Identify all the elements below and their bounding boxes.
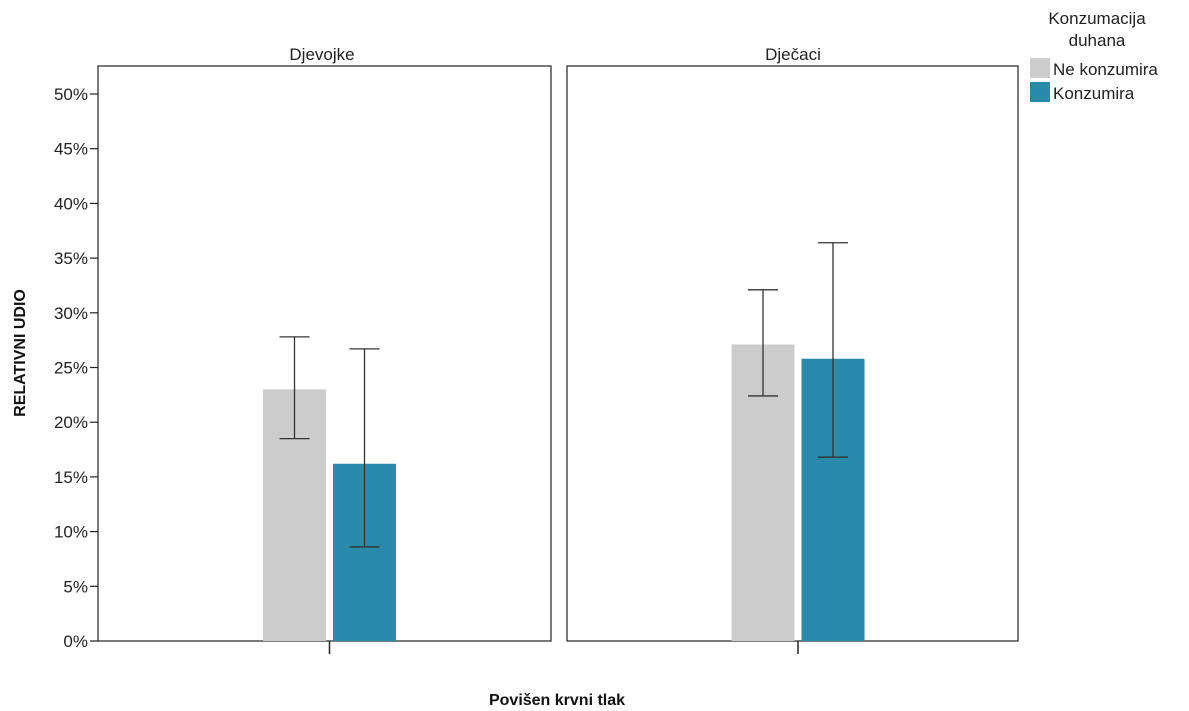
y-tick-label: 5% (63, 577, 88, 596)
legend-title-line1: Konzumacija (1048, 9, 1146, 28)
y-tick-label: 40% (54, 194, 88, 213)
y-tick-label: 15% (54, 468, 88, 487)
panel-title-girls: Djevojke (289, 45, 354, 64)
legend-swatch-ne-konzumira (1030, 58, 1050, 78)
legend-title-line2: duhana (1069, 31, 1126, 50)
y-tick-label: 20% (54, 413, 88, 432)
y-tick-label: 25% (54, 359, 88, 378)
y-tick-label: 0% (63, 632, 88, 651)
y-tick-label: 10% (54, 523, 88, 542)
x-axis-title: Povišen krvni tlak (489, 692, 625, 709)
y-tick-label: 30% (54, 304, 88, 323)
y-tick-label: 50% (54, 85, 88, 104)
legend-label-ne-konzumira: Ne konzumira (1053, 60, 1158, 79)
legend-label-konzumira: Konzumira (1053, 84, 1135, 103)
y-tick-label: 45% (54, 140, 88, 159)
chart-marks: 0% 5% 10% 15% 20% 25% 30% 35% 40% 45% 50% (54, 85, 865, 654)
panel-title-boys: Dječaci (765, 45, 821, 64)
y-tick-label: 35% (54, 249, 88, 268)
y-axis-title: RELATIVNI UDIO (12, 289, 29, 417)
legend-swatch-konzumira (1030, 82, 1050, 102)
